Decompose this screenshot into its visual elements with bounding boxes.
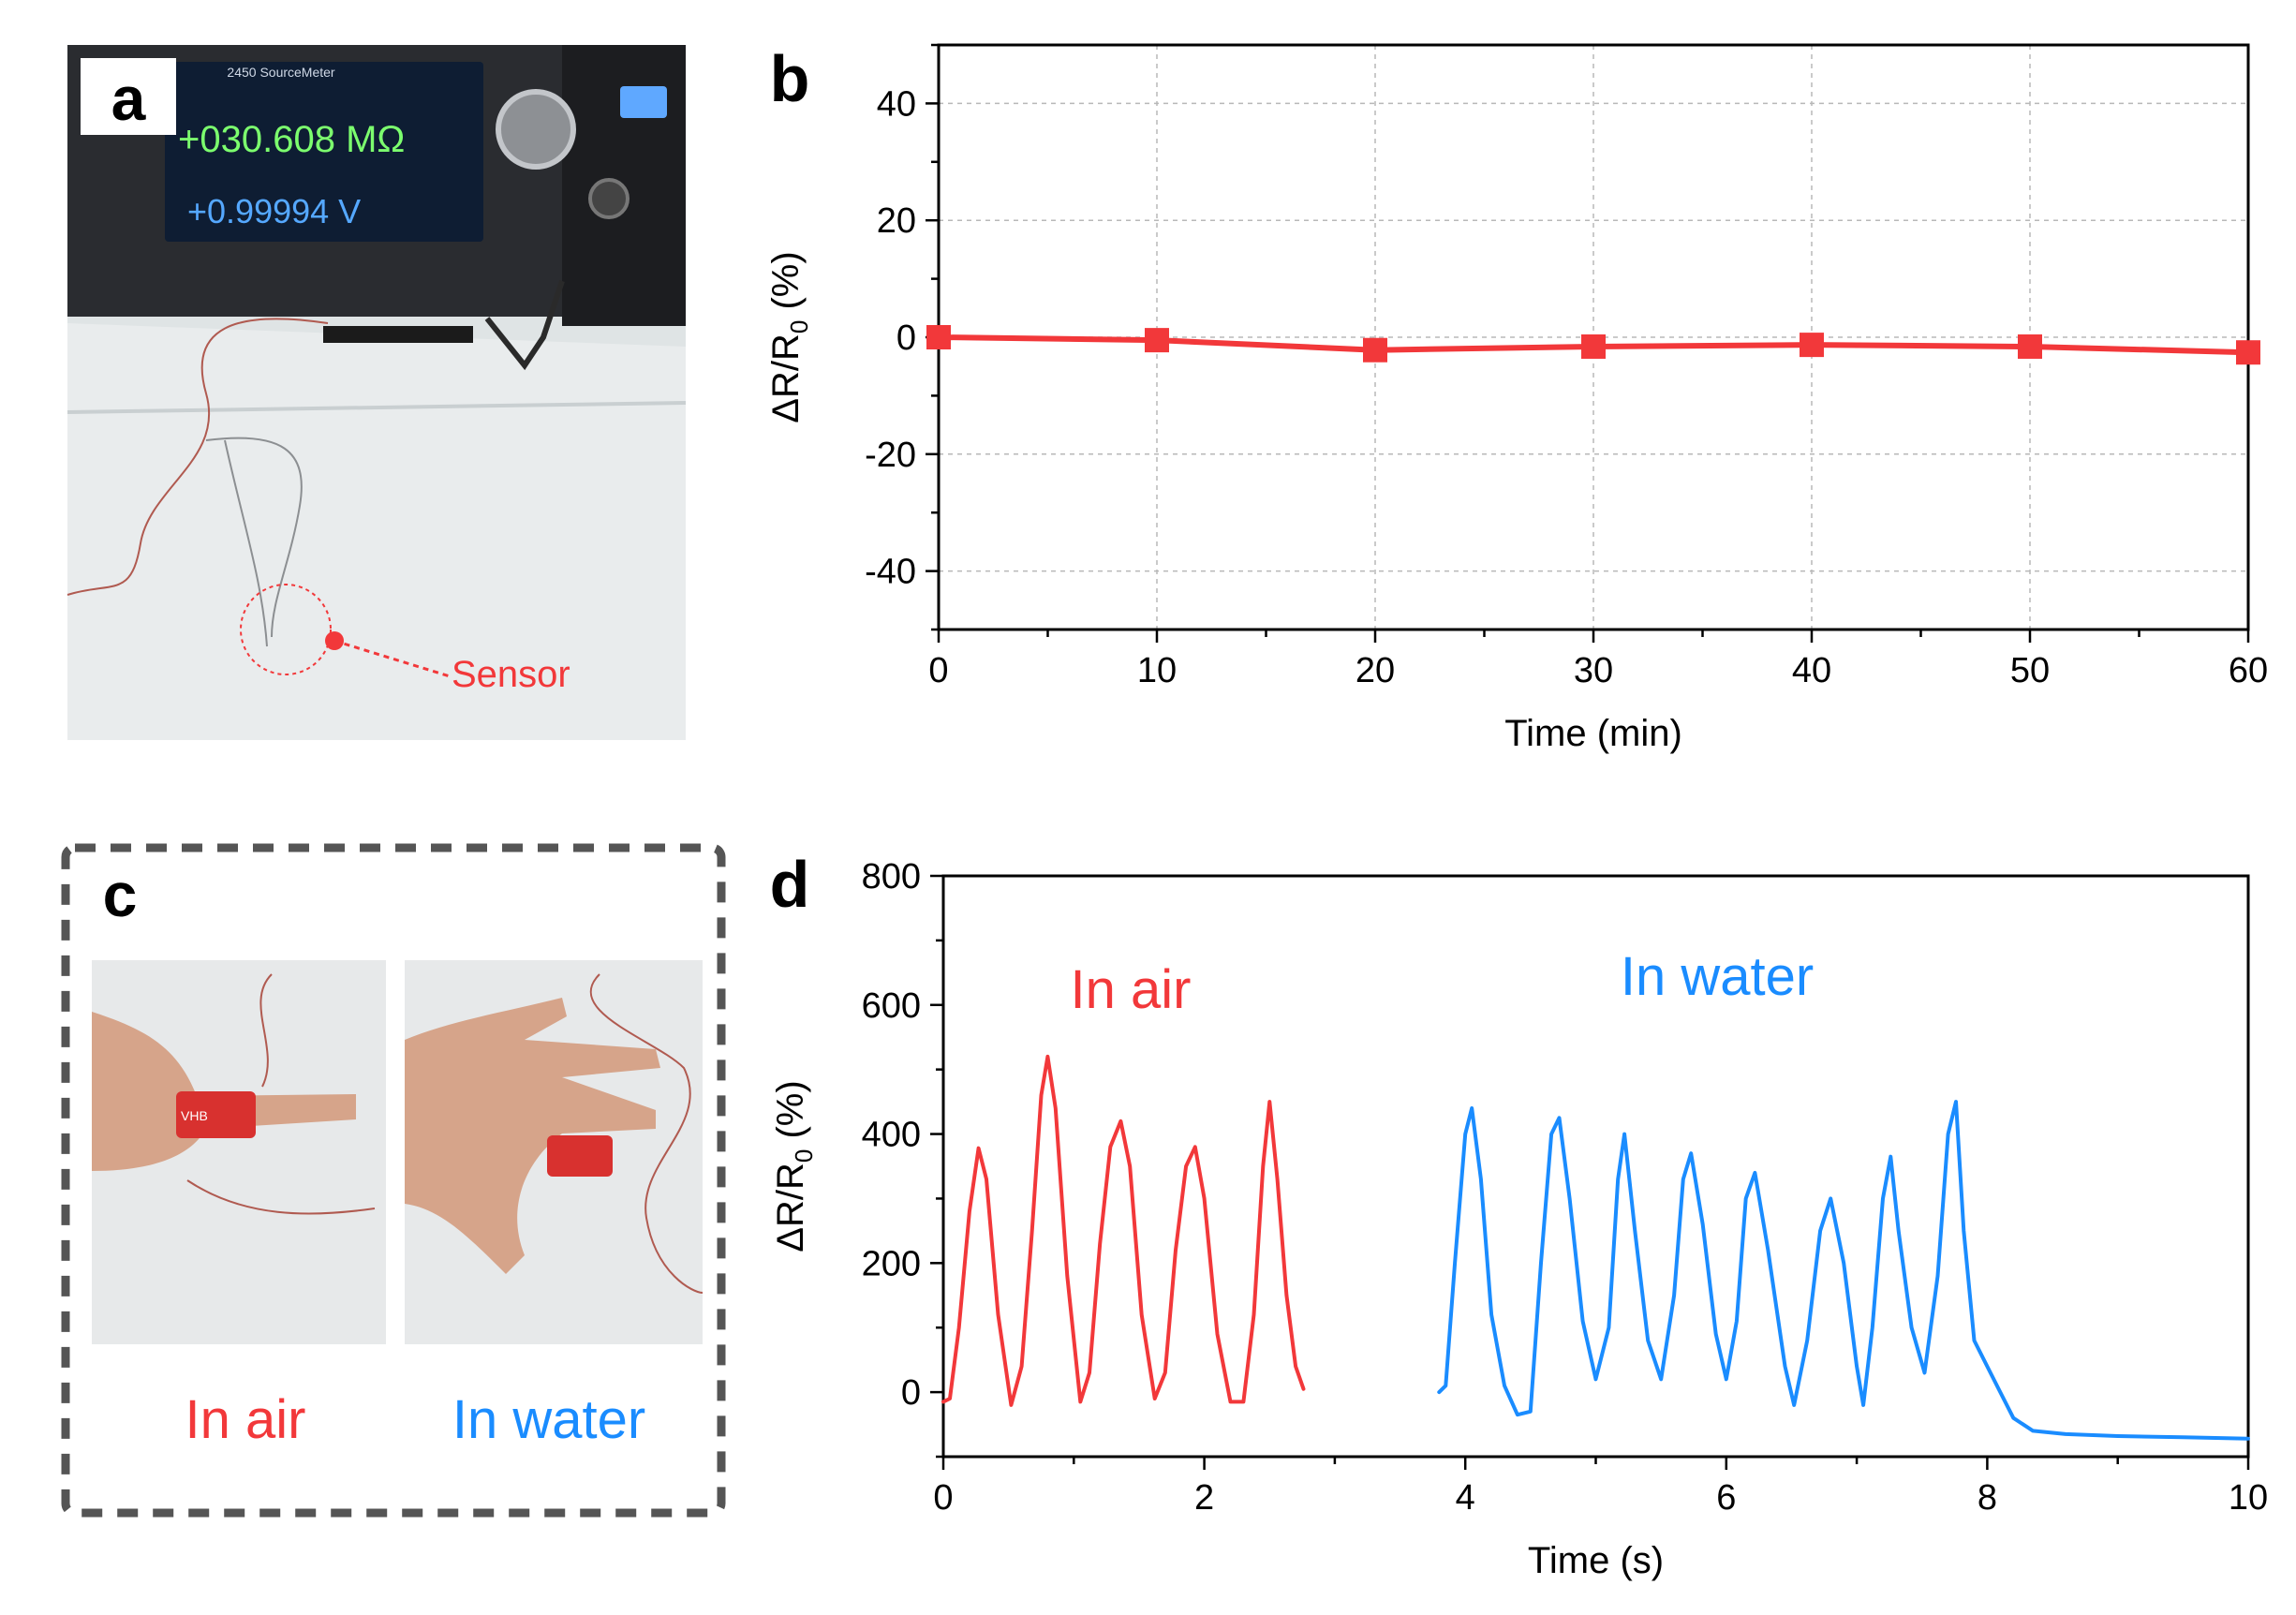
x-tick-label: 40	[1792, 651, 1831, 690]
y-axis-label: ΔR/R0 (%)	[770, 1080, 818, 1252]
data-point	[926, 325, 951, 349]
panel-letter-a: a	[111, 64, 147, 133]
chart-b: 0 10 20 30 40 50 60 -40 -20 0 20 40 Time (min) ΔR/R0 …	[765, 43, 2268, 754]
clip-icon	[323, 326, 473, 343]
caption-in-air: In air	[185, 1389, 306, 1450]
y-tick-label: 0	[901, 1373, 921, 1413]
series-line-1	[941, 1054, 1306, 1407]
series-line-2	[1437, 1100, 2250, 1441]
x-tick-label: 30	[1574, 651, 1613, 690]
panel-letter-b: b	[770, 42, 810, 115]
x-axis-label: Time (s)	[1528, 1540, 1664, 1581]
y-tick-label: -40	[865, 553, 916, 592]
x-tick-label: 10	[2229, 1478, 2268, 1518]
panel-letter-c: c	[103, 860, 138, 929]
y-tick-label: 400	[862, 1116, 921, 1155]
display-voltage: +0.99994 V	[187, 192, 361, 230]
y-tick-label: 200	[862, 1244, 921, 1283]
data-point	[2236, 340, 2260, 365]
x-tick-label: 8	[1978, 1478, 1997, 1518]
x-axis-label: Time (min)	[1504, 713, 1682, 754]
panel-d: d In air In water 0 2 4 6 8 10 0 200 400 600 800 Ti…	[770, 848, 2269, 1581]
x-tick-label: 50	[2010, 651, 2050, 690]
panel-c: c VHB In air In water	[61, 843, 726, 1518]
panel-a: 2450 SourceMeter +030.608 MΩ +0.99994 V …	[67, 45, 687, 740]
caption-in-water: In water	[452, 1389, 645, 1450]
hand-water-icon	[405, 998, 660, 1274]
water-tray	[67, 323, 686, 740]
chart-d: 0 2 4 6 8 10 0 200 400 600 800 Time (s) ΔR/R0 (%)	[770, 857, 2268, 1581]
y-tick-label: 600	[862, 986, 921, 1026]
y-tick-label: 0	[896, 319, 916, 358]
x-tick-label: 6	[1716, 1478, 1736, 1518]
instrument-screen	[165, 62, 483, 242]
x-tick-label: 4	[1456, 1478, 1475, 1518]
sensor-label: Sensor	[452, 654, 570, 695]
y-tick-label: 40	[877, 84, 916, 124]
data-point	[1800, 333, 1824, 358]
x-tick-label: 10	[1137, 651, 1177, 690]
data-point	[2018, 333, 2042, 359]
y-axis-label: ΔR/R0 (%)	[765, 251, 813, 422]
panel-b: b 0 10 20 30 40 50 60 -40 -20 0 20 40 Time (min) ΔR/R…	[765, 42, 2268, 754]
y-tick-label: -20	[865, 436, 916, 475]
svg-text:VHB: VHB	[181, 1108, 208, 1123]
chart-d-annotation-water: In water	[1621, 946, 1814, 1007]
instrument-model-text: 2450 SourceMeter	[227, 65, 335, 80]
x-tick-label: 0	[933, 1478, 953, 1518]
y-tick-label: 20	[877, 201, 916, 241]
x-tick-label: 0	[928, 651, 948, 690]
y-tick-label: 800	[862, 857, 921, 896]
sensor-highlight-circle	[240, 584, 332, 675]
vhb-tape-icon	[176, 1091, 256, 1138]
x-tick-label: 20	[1355, 651, 1395, 690]
x-tick-label: 60	[2229, 651, 2268, 690]
hand-icon	[92, 1012, 356, 1171]
wire	[67, 318, 329, 596]
data-point	[1581, 333, 1606, 359]
x-tick-label: 2	[1194, 1478, 1214, 1518]
data-point	[1363, 337, 1387, 363]
chart-d-annotation-air: In air	[1071, 959, 1192, 1020]
vhb-tape-water-icon	[547, 1135, 613, 1177]
display-resistance: +030.608 MΩ	[178, 119, 405, 160]
output-button-icon	[620, 86, 667, 118]
dashed-frame	[61, 843, 726, 1518]
knob-icon	[496, 89, 576, 170]
panel-letter-d: d	[770, 848, 810, 921]
data-point	[1145, 328, 1169, 353]
